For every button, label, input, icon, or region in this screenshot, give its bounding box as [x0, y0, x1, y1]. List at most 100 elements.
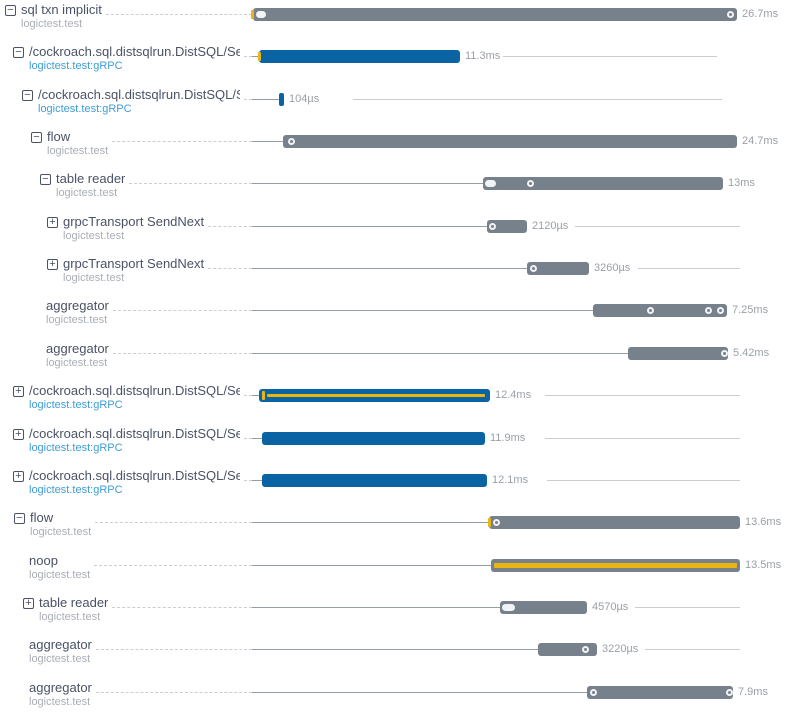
span-row: + /cockroach.sql.distsqlrun.DistSQL/Set lo… — [0, 466, 786, 508]
span-bar[interactable] — [489, 516, 740, 529]
indent-spacer — [0, 339, 46, 340]
log-event-pill[interactable] — [256, 11, 266, 18]
expand-toggle-icon[interactable]: + — [23, 598, 34, 609]
collapse-toggle-icon[interactable]: − — [13, 47, 24, 58]
log-event-dot-center — [290, 140, 293, 143]
expand-toggle-icon[interactable]: + — [13, 386, 24, 397]
span-subtitle: logictest.test — [30, 526, 92, 538]
span-title: aggregator — [46, 341, 109, 356]
log-event-tick[interactable] — [251, 10, 254, 19]
span-label-area: − sql txn implicit logictest.test — [0, 0, 252, 42]
expand-toggle-icon[interactable]: + — [47, 259, 58, 270]
span-timeline: 13.6ms — [252, 508, 786, 550]
span-bar[interactable] — [262, 474, 487, 487]
expand-toggle-icon[interactable]: + — [13, 429, 24, 440]
span-title: table reader — [39, 595, 109, 610]
collapse-toggle-icon[interactable]: − — [40, 174, 51, 185]
span-bar[interactable] — [487, 220, 527, 233]
span-subtitle: logictest.test:gRPC — [29, 60, 123, 72]
span-title: /cockroach.sql.distsqlrun.DistSQL/Set — [29, 426, 241, 441]
log-event-tick[interactable] — [488, 518, 491, 527]
collapse-toggle-icon[interactable]: − — [5, 5, 16, 16]
indent-spacer — [0, 212, 47, 213]
span-row: + grpcTransport SendNext logictest.test 326… — [0, 254, 786, 296]
span-text-block: flow logictest.test — [30, 510, 91, 538]
span-bar[interactable] — [500, 601, 587, 614]
collapse-toggle-icon[interactable]: − — [31, 132, 42, 143]
leader-dashes — [105, 14, 252, 15]
duration-label: 12.4ms — [495, 389, 532, 401]
log-event-dot-center — [495, 521, 498, 524]
log-event-dot[interactable] — [705, 307, 712, 314]
span-label-area: aggregator logictest.test — [0, 635, 252, 677]
duration-label: 4570µs — [592, 601, 629, 613]
span-subtitle: logictest.test — [47, 145, 109, 157]
span-bar[interactable] — [587, 686, 733, 699]
span-bar[interactable] — [279, 93, 284, 106]
span-subtitle: logictest.test — [46, 314, 108, 326]
span-label-area: + grpcTransport SendNext logictest.test — [0, 254, 252, 296]
span-bar[interactable] — [283, 135, 737, 148]
duration-label: 11.3ms — [465, 50, 501, 62]
span-row: − table reader logictest.test 13ms — [0, 169, 786, 211]
indent-spacer — [0, 508, 14, 509]
log-event-dot[interactable] — [590, 689, 597, 696]
log-event-dot[interactable] — [721, 350, 728, 357]
trail-line — [635, 607, 740, 608]
log-event-dot[interactable] — [727, 11, 734, 18]
span-bar[interactable] — [262, 432, 485, 445]
leader-dashes — [208, 226, 252, 227]
indent-spacer — [0, 169, 40, 170]
duration-label: 13.5ms — [745, 559, 782, 571]
span-text-block: table reader logictest.test — [39, 595, 108, 623]
duration-label: 24.7ms — [742, 135, 779, 147]
log-event-dot[interactable] — [717, 307, 724, 314]
span-text-block: grpcTransport SendNext logictest.test — [63, 256, 204, 284]
leader-line — [252, 565, 491, 566]
span-label-area: + /cockroach.sql.distsqlrun.DistSQL/Set lo… — [0, 381, 252, 423]
trail-line — [547, 480, 740, 481]
duration-label: 104µs — [289, 93, 320, 105]
span-label-area: + /cockroach.sql.distsqlrun.DistSQL/Set lo… — [0, 424, 252, 466]
log-event-dot[interactable] — [527, 180, 534, 187]
span-bar[interactable] — [483, 177, 723, 190]
span-timeline: 11.3ms — [252, 42, 786, 84]
span-bar[interactable] — [253, 8, 737, 21]
span-timeline: 104µs — [252, 85, 786, 127]
span-text-block: aggregator logictest.test — [46, 298, 109, 326]
span-bar[interactable] — [628, 347, 728, 360]
log-event-dot[interactable] — [530, 265, 537, 272]
leader-dashes — [95, 649, 252, 650]
indent-spacer — [0, 296, 46, 297]
log-event-tick[interactable] — [258, 52, 261, 61]
span-bar[interactable] — [527, 262, 589, 275]
log-event-pill[interactable] — [502, 604, 515, 611]
span-bar[interactable] — [593, 304, 727, 317]
span-subtitle: logictest.test — [39, 611, 101, 623]
leader-line — [252, 480, 262, 481]
log-event-pill[interactable] — [485, 180, 496, 187]
log-event-dot-center — [491, 225, 494, 228]
collapse-toggle-icon[interactable]: − — [14, 513, 25, 524]
log-event-tick[interactable] — [262, 391, 265, 400]
log-event-dot[interactable] — [288, 138, 295, 145]
leader-dashes — [112, 310, 252, 311]
span-row: aggregator logictest.test 5.42ms — [0, 339, 786, 381]
expand-toggle-icon[interactable]: + — [47, 217, 58, 228]
log-event-dot[interactable] — [726, 689, 733, 696]
leader-line — [252, 607, 500, 608]
collapse-toggle-icon[interactable]: − — [22, 90, 33, 101]
span-title: aggregator — [29, 637, 92, 652]
span-title: table reader — [56, 171, 126, 186]
leader-line — [252, 522, 489, 523]
span-timeline: 5.42ms — [252, 339, 786, 381]
log-event-dot[interactable] — [647, 307, 654, 314]
log-event-dot[interactable] — [489, 223, 496, 230]
leader-dashes — [112, 141, 252, 142]
log-event-dot[interactable] — [493, 519, 500, 526]
span-row: aggregator logictest.test 7.25ms — [0, 296, 786, 338]
span-bar[interactable] — [259, 50, 460, 63]
expand-toggle-icon[interactable]: + — [13, 471, 24, 482]
span-timeline: 12.4ms — [252, 381, 786, 423]
log-event-dot[interactable] — [582, 646, 589, 653]
